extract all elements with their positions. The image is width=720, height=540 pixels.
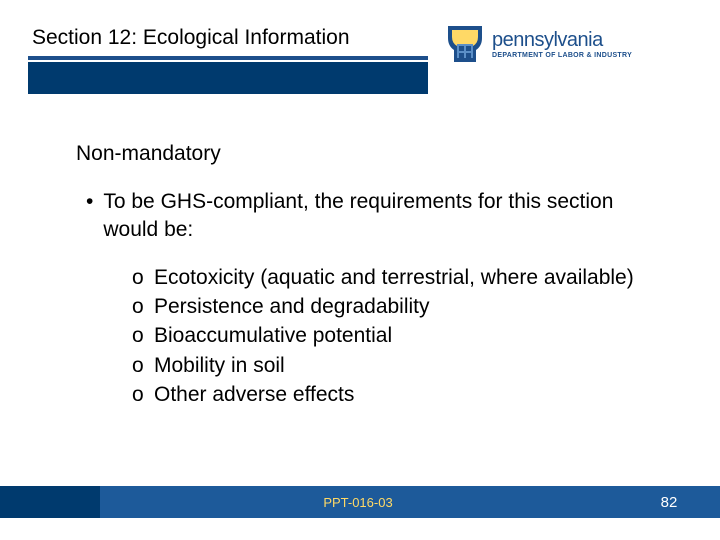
sublist-text: Other adverse effects [154,380,354,409]
slide-footer: PPT-016-03 82 [0,486,720,518]
sublist-text: Persistence and degradability [154,292,430,321]
sublist-marker: o [132,380,154,409]
title-underbar [28,62,428,94]
keystone-icon [446,24,484,64]
sublist-marker: o [132,321,154,350]
sublist-item: o Mobility in soil [132,351,650,380]
slide-body: Non-mandatory • To be GHS-compliant, the… [0,94,720,410]
slide-header: Section 12: Ecological Information penns… [0,0,720,94]
sublist-text: Bioaccumulative potential [154,321,392,350]
logo-area: pennsylvania DEPARTMENT OF LABOR & INDUS… [428,20,720,64]
sublist-marker: o [132,292,154,321]
sublist: o Ecotoxicity (aquatic and terrestrial, … [76,263,650,410]
bullet-marker: • [86,188,93,245]
page-number: 82 [616,486,720,518]
footer-left-block [0,486,100,518]
sublist-text: Mobility in soil [154,351,285,380]
slide-title: Section 12: Ecological Information [28,20,428,60]
logo-wordmark: pennsylvania [492,30,632,50]
logo-text: pennsylvania DEPARTMENT OF LABOR & INDUS… [492,30,632,59]
sublist-item: o Persistence and degradability [132,292,650,321]
subheading: Non-mandatory [76,142,650,166]
bullet-text: To be GHS-compliant, the requirements fo… [103,188,650,245]
sublist-marker: o [132,351,154,380]
sublist-item: o Ecotoxicity (aquatic and terrestrial, … [132,263,650,292]
title-block: Section 12: Ecological Information [28,20,428,94]
sublist-text: Ecotoxicity (aquatic and terrestrial, wh… [154,263,634,292]
footer-code: PPT-016-03 [100,486,616,518]
bullet-item: • To be GHS-compliant, the requirements … [76,188,650,245]
sublist-item: o Other adverse effects [132,380,650,409]
sublist-marker: o [132,263,154,292]
logo-subline: DEPARTMENT OF LABOR & INDUSTRY [492,52,632,59]
sublist-item: o Bioaccumulative potential [132,321,650,350]
